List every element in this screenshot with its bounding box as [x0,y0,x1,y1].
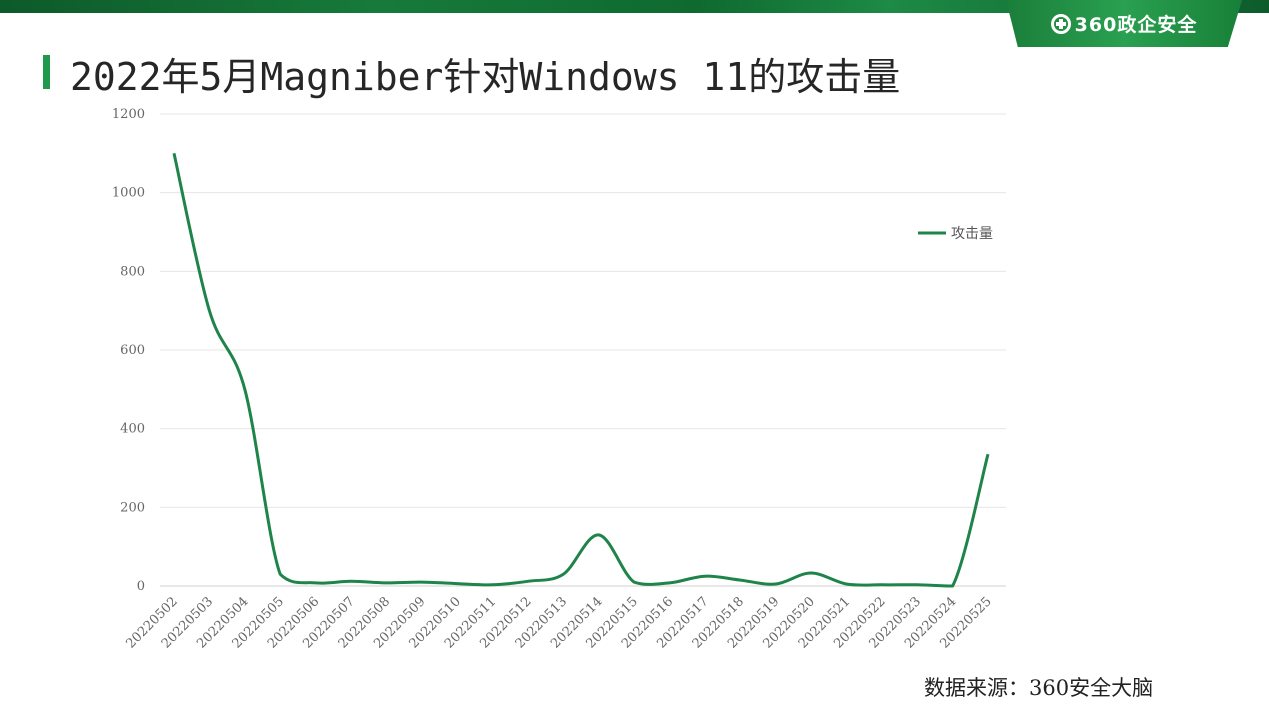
chart-gridlines [160,113,1006,587]
x-axis-ticks: 2022050220220503202205042022050520220506… [123,594,994,651]
plus-circle-icon [1050,13,1071,34]
series-line [172,152,990,588]
y-tick-label: 600 [120,343,145,358]
chart-series [172,152,990,588]
y-tick-label: 800 [120,264,145,279]
title-accent-bar [43,55,50,89]
chart-legend: 攻击量 [918,226,993,242]
y-tick-label: 400 [120,422,145,437]
data-source-note: 数据来源：360安全大脑 [924,676,1154,700]
page-title: 2022年5月Magniber针对Windows 11的攻击量 [70,55,901,99]
y-tick-label: 200 [120,500,145,515]
top-decorative-bar [0,0,1269,13]
logo-text: 360政企安全 [1074,14,1198,36]
y-tick-label: 0 [137,579,145,594]
y-axis-ticks: 0 200 400 600 800 1000 1200 [112,107,145,594]
y-tick-label: 1200 [112,107,145,122]
brand-logo: 360政企安全 [1006,0,1242,47]
y-tick-label: 1000 [112,186,145,201]
legend-label: 攻击量 [951,226,993,242]
